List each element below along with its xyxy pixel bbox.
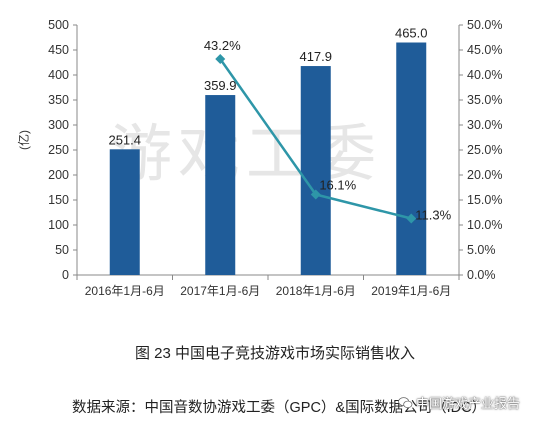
x-tick-label: 2016年1月-6月 [85,284,165,298]
growth-value-label: 11.3% [415,208,451,223]
y2-tick-label: 25.0% [467,143,502,157]
bar [396,42,427,275]
chart: 游戏工委 0 50 100 150 200 250 300 350 400 450 500 0.0% 5… [16,18,502,298]
growth-point [406,213,417,224]
y2-tick-label: 45.0% [467,43,502,57]
y2-tick-label: 0.0% [467,268,496,282]
wechat-icon [398,396,413,408]
growth-line [215,54,417,224]
bar-value-label: 251.4 [108,132,141,147]
y-tick-label: 500 [48,18,69,32]
growth-point [215,54,226,64]
bars [109,42,427,275]
y-axis-label: (亿) [16,130,31,150]
bar [205,95,236,275]
y-tick-label: 400 [48,68,69,82]
y-tick-label: 100 [48,218,69,232]
x-tick-label: 2017年1月-6月 [180,284,260,298]
y-tick-label: 350 [48,93,69,107]
y2-tick-label: 15.0% [467,193,502,207]
y2-tick-label: 10.0% [467,218,502,232]
axes: 0 50 100 150 200 250 300 350 400 450 500 0.0% 5.0% 10… [48,18,502,298]
bar [109,149,140,275]
labels: 251.4 359.9 417.9 465.0 43.2% 16.1% 11.3% [108,26,451,223]
y2-tick-label: 35.0% [467,93,502,107]
y2-tick-label: 50.0% [467,18,502,32]
x-tick-label: 2019年1月-6月 [371,284,451,298]
y2-tick-label: 40.0% [467,68,502,82]
bar-value-label: 465.0 [395,26,428,41]
y-tick-label: 250 [48,143,69,157]
bar [300,66,331,275]
wechat-badge: 中国游戏产业报告 [398,393,520,412]
bar-value-label: 359.9 [204,78,237,93]
data-source: 数据来源：中国音数协游戏工委（GPC）&国际数据公司（IDC） [72,400,487,416]
growth-point [310,189,321,200]
figure-caption: 图 23 中国电子竞技游戏市场实际销售收入 [134,345,416,362]
x-tick-label: 2018年1月-6月 [276,284,356,298]
wechat-badge-text: 中国游戏产业报告 [416,396,521,411]
y-tick-label: 450 [48,43,69,57]
y2-tick-label: 20.0% [467,168,502,182]
y-tick-label: 50 [55,243,69,257]
watermark: 游戏工委 [110,120,382,189]
y2-tick-label: 30.0% [467,118,502,132]
y-tick-label: 150 [48,193,69,207]
growth-value-label: 16.1% [319,178,356,193]
growth-value-label: 43.2% [204,38,241,53]
y-tick-label: 0 [62,268,69,282]
y-tick-label: 300 [48,118,69,132]
y-tick-label: 200 [48,168,69,182]
y2-tick-label: 5.0% [467,243,496,257]
bar-value-label: 417.9 [299,49,332,64]
